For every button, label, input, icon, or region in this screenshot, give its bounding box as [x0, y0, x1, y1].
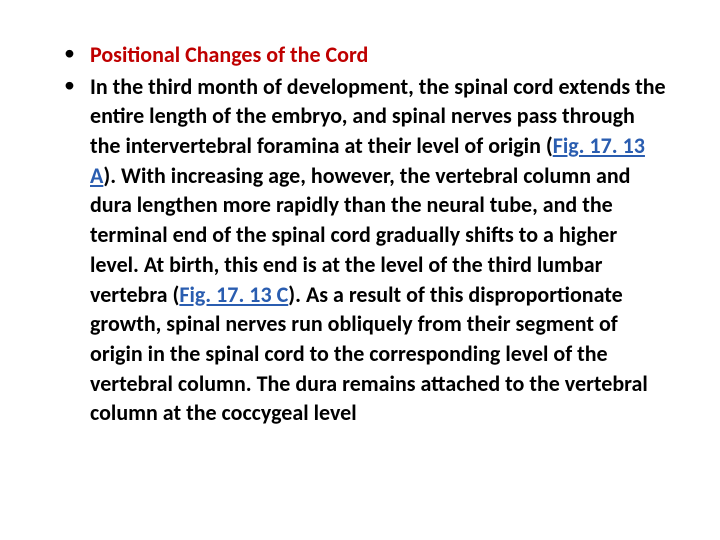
slide-content: Positional Changes of the Cord In the th…: [50, 40, 670, 428]
bullet-list: Positional Changes of the Cord In the th…: [50, 40, 670, 428]
heading-text: Positional Changes of the Cord: [90, 41, 368, 68]
list-item: In the third month of development, the s…: [50, 72, 670, 428]
body-paragraph: In the third month of development, the s…: [90, 73, 666, 427]
list-item: Positional Changes of the Cord: [50, 40, 670, 70]
figure-reference-link[interactable]: Fig. 17. 13 C: [179, 281, 288, 308]
